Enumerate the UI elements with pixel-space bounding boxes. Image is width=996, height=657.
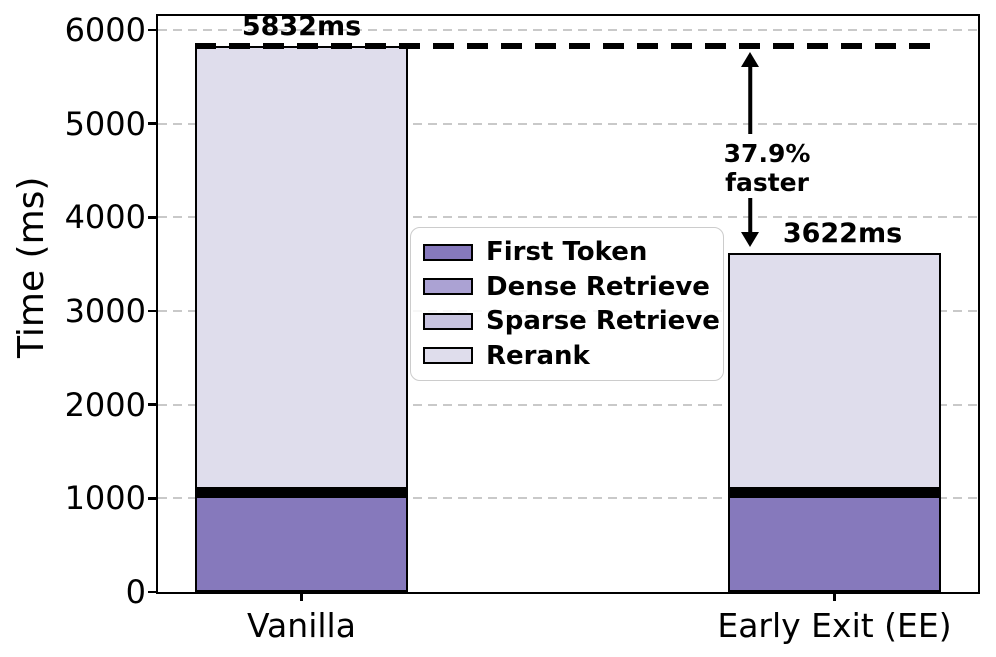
- bar-total-label-vanilla: 5832ms: [241, 10, 362, 42]
- x-tick-label-early-exit-ee-: Early Exit (EE): [717, 606, 952, 645]
- plot-area: 37.9% faster First Token Dense Retrieve Sp…: [156, 14, 980, 594]
- y-tick-mark-4000: [148, 216, 158, 219]
- bar-vanilla-segment-dense-retrieve: [194, 491, 409, 496]
- bar-vanilla-segment-first-token: [194, 495, 409, 592]
- legend-item-first-token: First Token: [423, 235, 711, 269]
- y-tick-label-5000: 5000: [64, 104, 146, 143]
- gridline-6000: [158, 29, 978, 32]
- legend-item-rerank: Rerank: [423, 339, 711, 373]
- y-tick-label-2000: 2000: [64, 385, 146, 424]
- bar-total-label-early-exit-ee-: 3622ms: [782, 217, 903, 249]
- bar-early-exit-ee--segment-first-token: [727, 495, 942, 592]
- y-tick-label-3000: 3000: [64, 292, 146, 331]
- legend-swatch-rerank-icon: [423, 347, 473, 365]
- speedup-word: faster: [725, 167, 809, 197]
- y-tick-mark-3000: [148, 309, 158, 313]
- legend-label-rerank: Rerank: [486, 340, 590, 371]
- y-tick-mark-2000: [148, 403, 158, 406]
- speedup-label: 37.9% faster: [667, 139, 867, 197]
- legend: First Token Dense Retrieve Sparse Retrieve…: [410, 227, 724, 381]
- arrow-down-icon: [741, 231, 760, 247]
- y-tick-mark-0: [148, 590, 158, 594]
- speedup-percent: 37.9%: [723, 138, 811, 168]
- bar-early-exit-ee--segment-dense-retrieve: [727, 491, 942, 496]
- x-tick-mark-vanilla: [300, 592, 303, 601]
- arrow-down-shaft: [748, 197, 752, 233]
- y-tick-mark-6000: [148, 28, 158, 32]
- y-tick-label-0: 0: [125, 573, 146, 611]
- y-tick-label-6000: 6000: [64, 11, 146, 50]
- gridline-1000: [158, 497, 978, 500]
- bar-vanilla-segment-sparse-retrieve: [194, 488, 409, 493]
- legend-swatch-sparse-retrieve-icon: [423, 312, 473, 330]
- y-tick-mark-5000: [148, 122, 158, 125]
- bar-vanilla-segment-rerank: [194, 45, 409, 489]
- x-tick-label-vanilla: Vanilla: [247, 606, 356, 645]
- y-tick-label-1000: 1000: [64, 479, 146, 518]
- y-tick-label-4000: 4000: [64, 198, 146, 237]
- bar-early-exit-ee--segment-sparse-retrieve: [727, 488, 942, 493]
- arrow-up-shaft: [748, 61, 752, 134]
- bar-early-exit-ee--segment-rerank: [727, 252, 942, 489]
- arrow-up-icon: [741, 51, 760, 67]
- gridline-2000: [158, 403, 978, 406]
- y-tick-mark-1000: [148, 497, 158, 500]
- legend-swatch-first-token-icon: [423, 243, 473, 261]
- legend-label-first-token: First Token: [486, 237, 648, 267]
- legend-item-sparse-retrieve: Sparse Retrieve: [423, 304, 720, 338]
- gridline-4000: [158, 216, 978, 219]
- gridline-5000: [158, 122, 978, 125]
- legend-label-sparse-retrieve: Sparse Retrieve: [486, 306, 720, 337]
- legend-label-dense-retrieve: Dense Retrieve: [486, 271, 710, 302]
- legend-item-dense-retrieve: Dense Retrieve: [423, 270, 711, 304]
- reference-dashed-line: [194, 43, 942, 49]
- legend-swatch-dense-retrieve-icon: [423, 278, 473, 296]
- x-tick-mark-early-exit-ee-: [833, 592, 836, 601]
